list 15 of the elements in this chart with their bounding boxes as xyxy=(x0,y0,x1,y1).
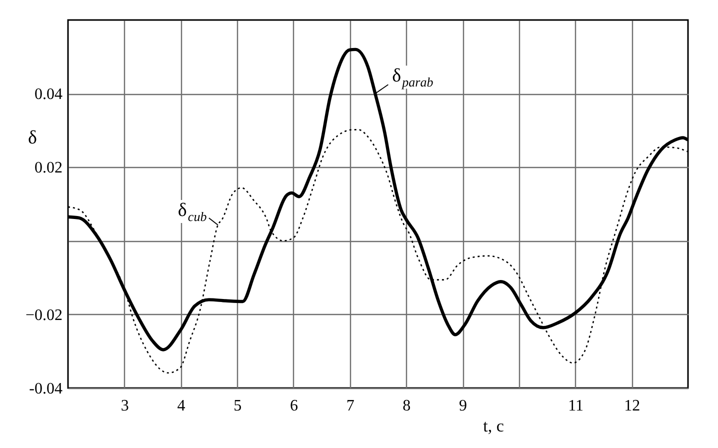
y-axis-title: δ xyxy=(28,128,38,148)
x-tick-label: 4 xyxy=(177,398,186,414)
x-tick-label: 9 xyxy=(459,398,468,414)
x-axis-title: t, c xyxy=(483,416,504,436)
y-tick-label: −0.02 xyxy=(25,306,62,324)
y-tick-label: -0.04 xyxy=(29,380,62,398)
y-tick-label: 0.04 xyxy=(34,86,62,104)
x-tick-label: 12 xyxy=(624,398,640,414)
x-tick-label: 3 xyxy=(120,398,129,414)
x-tick-label: 5 xyxy=(234,398,242,414)
y-tick-label: 0.02 xyxy=(34,160,62,177)
x-tick-label: 6 xyxy=(290,398,298,414)
x-tick-label: 8 xyxy=(402,398,411,414)
x-tick-label: 11 xyxy=(568,398,584,414)
x-tick-label: 7 xyxy=(346,398,354,414)
